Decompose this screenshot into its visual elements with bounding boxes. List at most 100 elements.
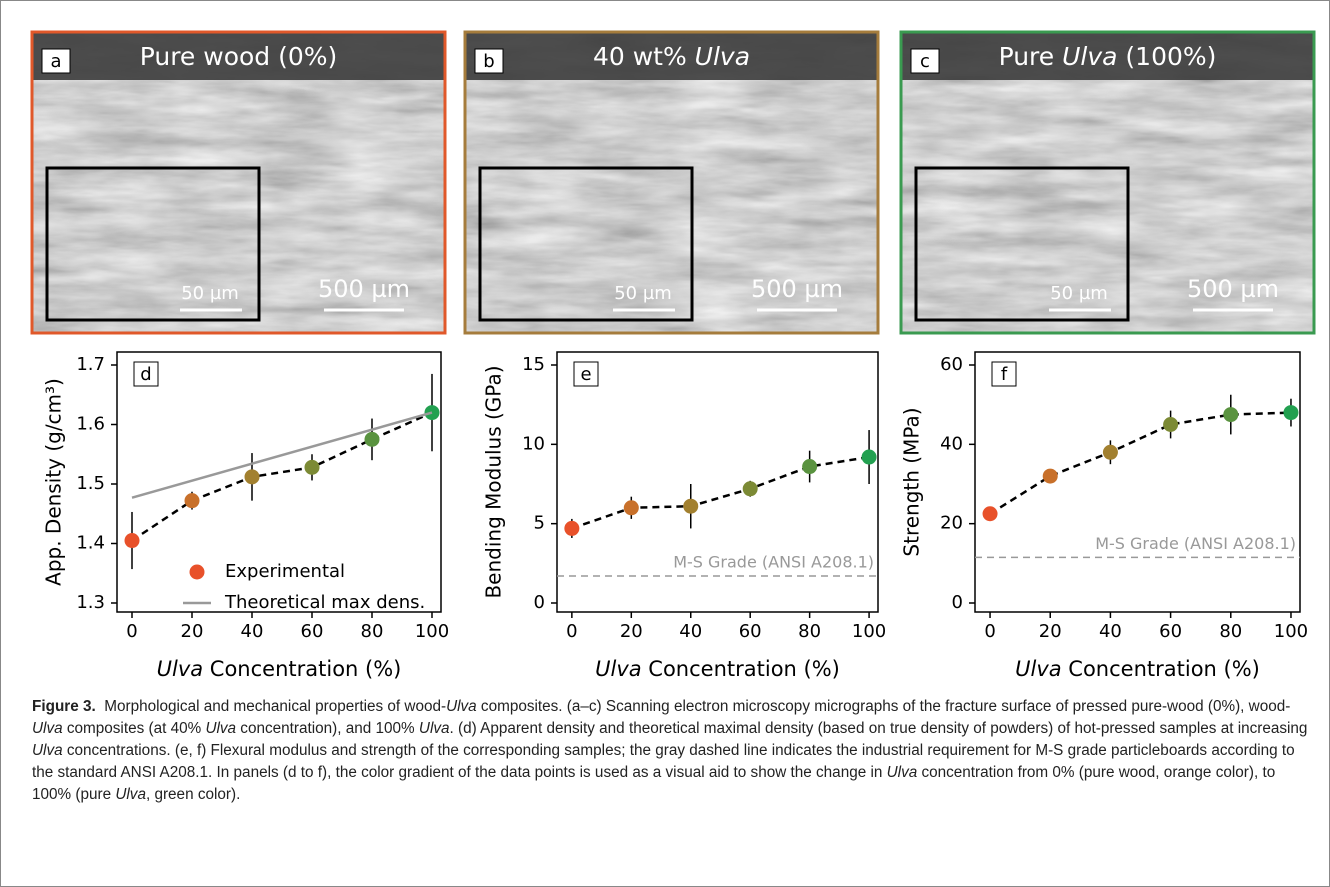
text-run: Ulva bbox=[157, 657, 204, 681]
data-point bbox=[1163, 417, 1178, 432]
data-point bbox=[862, 450, 877, 465]
x-tick-label: 20 bbox=[620, 621, 643, 642]
x-tick-label: 80 bbox=[361, 621, 384, 642]
y-tick-label: 1.5 bbox=[76, 473, 105, 494]
y-tick-label: 60 bbox=[940, 354, 963, 375]
text-run: Concentration (%) bbox=[203, 657, 401, 681]
y-tick-label: 0 bbox=[534, 592, 545, 613]
data-point bbox=[305, 460, 320, 475]
caption: Figure 3. Morphological and mechanical p… bbox=[32, 696, 1317, 806]
x-axis-label: Ulva Concentration (%) bbox=[157, 657, 402, 681]
data-point bbox=[185, 493, 200, 508]
scale-label: 500 µm bbox=[1187, 275, 1279, 303]
x-tick-label: 0 bbox=[566, 621, 577, 642]
data-point bbox=[1283, 405, 1298, 420]
data-point bbox=[683, 499, 698, 514]
inset-scale-label: 50 µm bbox=[181, 283, 239, 304]
legend-label: Theoretical max dens. bbox=[224, 592, 425, 613]
panel-title: Pure Ulva (100%) bbox=[999, 42, 1217, 71]
trend-line bbox=[132, 413, 432, 541]
y-tick-label: 40 bbox=[940, 433, 963, 454]
trend-line bbox=[572, 457, 869, 528]
y-tick-label: 0 bbox=[952, 592, 963, 613]
y-tick-label: 1.7 bbox=[76, 354, 105, 375]
text-run: 40 wt% bbox=[593, 42, 695, 71]
caption-run: , green color). bbox=[146, 786, 240, 803]
data-point bbox=[1103, 445, 1118, 460]
text-run: Ulva bbox=[1015, 657, 1062, 681]
caption-run: Ulva bbox=[32, 720, 63, 737]
legend-label: Experimental bbox=[225, 561, 345, 582]
text-run: Pure wood (0%) bbox=[140, 42, 338, 71]
caption-run: Ulva bbox=[205, 720, 236, 737]
data-point bbox=[743, 481, 758, 496]
panel-label: f bbox=[1001, 364, 1008, 385]
caption-run: composites. (a–c) Scanning electron micr… bbox=[477, 698, 1291, 715]
text-run: Ulva bbox=[595, 657, 642, 681]
x-tick-label: 80 bbox=[798, 621, 821, 642]
x-tick-label: 60 bbox=[301, 621, 324, 642]
x-tick-label: 0 bbox=[126, 621, 137, 642]
panel-label: c bbox=[920, 51, 930, 72]
caption-run: Morphological and mechanical properties … bbox=[96, 698, 446, 715]
theory-line bbox=[132, 413, 432, 498]
inset-scale-label: 50 µm bbox=[1050, 283, 1108, 304]
caption-run: concentration), and 100% bbox=[236, 720, 419, 737]
y-axis-label: Strength (MPa) bbox=[900, 407, 924, 556]
caption-run: Ulva bbox=[32, 742, 63, 759]
data-point bbox=[624, 500, 639, 515]
legend-marker bbox=[190, 565, 205, 580]
caption-run: . (d) Apparent density and theoretical m… bbox=[450, 720, 1312, 737]
x-tick-label: 100 bbox=[415, 621, 449, 642]
y-axis-label: Bending Modulus (GPa) bbox=[482, 365, 506, 598]
data-point bbox=[802, 459, 817, 474]
x-tick-label: 40 bbox=[241, 621, 264, 642]
x-tick-label: 60 bbox=[739, 621, 762, 642]
y-tick-label: 20 bbox=[940, 513, 963, 534]
reference-label: M-S Grade (ANSI A208.1) bbox=[673, 553, 874, 572]
x-axis-label: Ulva Concentration (%) bbox=[1015, 657, 1260, 681]
data-point bbox=[983, 506, 998, 521]
caption-run: Ulva bbox=[446, 698, 477, 715]
x-tick-label: 0 bbox=[984, 621, 995, 642]
y-tick-label: 1.4 bbox=[76, 533, 105, 554]
text-run: Ulva bbox=[695, 42, 750, 71]
caption-run: Ulva bbox=[887, 764, 918, 781]
text-run: Pure bbox=[999, 42, 1063, 71]
panel-label: b bbox=[483, 51, 494, 72]
y-tick-label: 10 bbox=[522, 433, 545, 454]
y-tick-label: 1.3 bbox=[76, 592, 105, 613]
data-point bbox=[125, 533, 140, 548]
x-axis-label: Ulva Concentration (%) bbox=[595, 657, 840, 681]
text-run: Ulva bbox=[1062, 42, 1117, 71]
data-point bbox=[1223, 407, 1238, 422]
x-tick-label: 40 bbox=[1099, 621, 1122, 642]
text-run: Concentration (%) bbox=[1062, 657, 1260, 681]
plot-frame bbox=[975, 352, 1300, 612]
x-tick-label: 20 bbox=[181, 621, 204, 642]
panel-title: Pure wood (0%) bbox=[140, 42, 338, 71]
panel-label: a bbox=[50, 51, 61, 72]
x-tick-label: 40 bbox=[679, 621, 702, 642]
data-point bbox=[365, 432, 380, 447]
caption-run: composites (at 40% bbox=[63, 720, 206, 737]
y-tick-label: 1.6 bbox=[76, 414, 105, 435]
reference-label: M-S Grade (ANSI A208.1) bbox=[1095, 534, 1296, 553]
caption-run: Ulva bbox=[115, 786, 146, 803]
y-axis-label: App. Density (g/cm³) bbox=[42, 378, 66, 586]
scale-label: 500 µm bbox=[751, 275, 843, 303]
panel-title: 40 wt% Ulva bbox=[593, 42, 750, 71]
inset-scale-label: 50 µm bbox=[614, 283, 672, 304]
panel-label: d bbox=[140, 364, 151, 385]
y-tick-label: 15 bbox=[522, 354, 545, 375]
scale-label: 500 µm bbox=[318, 275, 410, 303]
x-tick-label: 100 bbox=[852, 621, 886, 642]
x-tick-label: 100 bbox=[1274, 621, 1308, 642]
data-point bbox=[245, 469, 260, 484]
x-tick-label: 60 bbox=[1159, 621, 1182, 642]
caption-run: Ulva bbox=[419, 720, 450, 737]
data-point bbox=[564, 521, 579, 536]
y-tick-label: 5 bbox=[534, 513, 545, 534]
data-point bbox=[1043, 469, 1058, 484]
